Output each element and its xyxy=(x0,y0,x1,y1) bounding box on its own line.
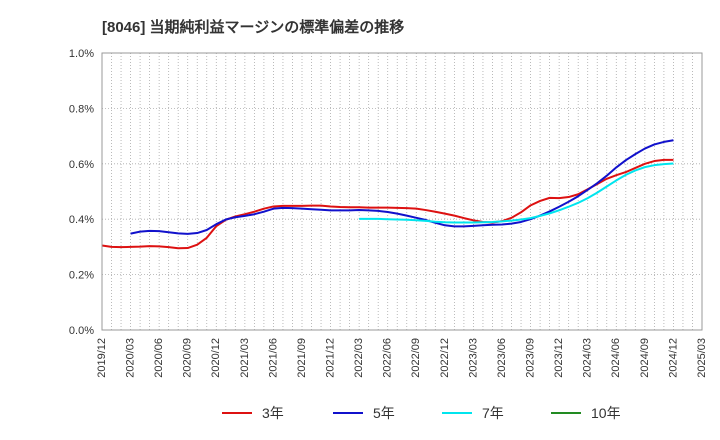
x-tick-label: 2020/06 xyxy=(153,338,165,378)
x-tick-label: 2019/12 xyxy=(96,338,108,378)
y-tick-label: 0.8% xyxy=(69,103,94,115)
x-tick-label: 2020/12 xyxy=(210,338,222,378)
series-line-5年 xyxy=(130,139,674,235)
series-line-3年 xyxy=(101,158,674,250)
x-tick-label: 2021/12 xyxy=(324,338,336,378)
grid xyxy=(102,53,702,330)
x-tick-label: 2023/09 xyxy=(524,338,536,378)
y-tick-label: 0.2% xyxy=(69,270,94,282)
x-tick-label: 2024/12 xyxy=(667,338,679,378)
legend-label: 3年 xyxy=(262,405,284,421)
x-tick-label: 2023/12 xyxy=(553,338,565,378)
legend-label: 7年 xyxy=(482,405,504,421)
x-tick-label: 2021/03 xyxy=(239,338,251,378)
x-tick-label: 2021/06 xyxy=(267,338,279,378)
x-tick-label: 2020/03 xyxy=(124,338,136,378)
x-tick-label: 2020/09 xyxy=(182,338,194,378)
x-tick-label: 2024/09 xyxy=(639,338,651,378)
y-tick-label: 1.0% xyxy=(69,48,94,60)
x-tick-label: 2022/12 xyxy=(439,338,451,378)
legend-label: 10年 xyxy=(591,405,621,421)
series-lines xyxy=(101,139,674,250)
series-line-7年 xyxy=(359,162,674,224)
x-tick-label: 2023/03 xyxy=(467,338,479,378)
x-tick-label: 2023/06 xyxy=(496,338,508,378)
x-tick-label: 2021/09 xyxy=(296,338,308,378)
y-tick-label: 0.0% xyxy=(69,325,94,337)
y-tick-label: 0.6% xyxy=(69,159,94,171)
legend: 3年 5年 7年 10年 xyxy=(222,405,621,421)
x-tick-label: 2024/06 xyxy=(610,338,622,378)
x-tick-label: 2024/03 xyxy=(582,338,594,378)
x-tick-label: 2022/06 xyxy=(382,338,394,378)
x-tick-label: 2022/03 xyxy=(353,338,365,378)
plot-frame xyxy=(101,52,703,331)
x-tick-label: 2022/09 xyxy=(410,338,422,378)
legend-label: 5年 xyxy=(373,405,395,421)
x-axis-ticks: 2019/12 2020/03 2020/06 2020/09 2020/12 2021/… xyxy=(96,338,708,378)
y-axis-ticks: 0.0% 0.2% 0.4% 0.6% 0.8% 1.0% xyxy=(69,48,94,337)
x-tick-label: 2025/03 xyxy=(696,338,708,378)
y-tick-label: 0.4% xyxy=(69,214,94,226)
chart-title: [8046] 当期純利益マージンの標準偏差の推移 xyxy=(102,18,404,36)
